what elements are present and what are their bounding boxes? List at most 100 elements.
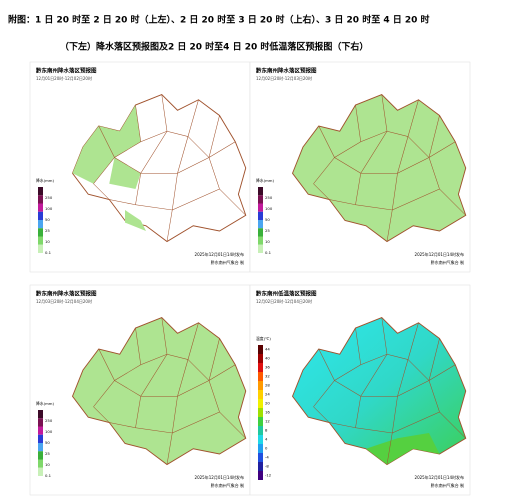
legend-swatch — [258, 408, 263, 417]
legend-swatch — [258, 363, 263, 372]
legend-swatch — [38, 236, 43, 245]
county-border — [166, 432, 173, 465]
legend-swatch — [38, 228, 43, 237]
issuer: 黔东南州气象台 制 — [211, 259, 244, 265]
issue-time: 2025年12月01日14时发布 — [415, 474, 464, 480]
county-border — [334, 104, 362, 158]
legend-swatch — [38, 195, 43, 204]
county-border — [428, 364, 466, 439]
legend-label: 0.1 — [265, 250, 272, 255]
legend-label: 10 — [45, 462, 50, 467]
legend-swatch — [38, 459, 43, 468]
legend-swatch — [38, 203, 43, 212]
legend-label: 10 — [45, 239, 50, 244]
legend-label: -12 — [265, 473, 272, 478]
rain-area — [98, 105, 141, 158]
panel-title: 黔东南州降水落区预报图 — [36, 290, 97, 298]
county-border — [313, 406, 330, 423]
legend-swatch — [258, 372, 263, 381]
legend-label: 36 — [265, 365, 270, 370]
legend-swatch — [258, 187, 263, 196]
rain-area — [125, 210, 146, 231]
legend-swatch — [258, 236, 263, 245]
county-border — [334, 327, 362, 381]
legend-swatch — [258, 228, 263, 237]
legend-label: -8 — [265, 464, 269, 469]
panel-title: 黔东南州降水落区预报图 — [256, 67, 317, 75]
panel-title: 黔东南州低温落区预报图 — [256, 290, 317, 298]
county-border — [177, 380, 210, 397]
caption-line: （下左）降水落区预报图及2 日 20 时至4 日 20 时低温落区预报图（下右） — [60, 41, 368, 53]
legend-label: 250 — [265, 195, 273, 200]
county-border — [177, 157, 210, 174]
legend-title: 温度(℃) — [256, 336, 271, 341]
panel-period: 12月02日20时-12月03日20时 — [256, 75, 312, 81]
legend-label: 10 — [265, 239, 270, 244]
panel-period: 12月03日20时-12月04日20时 — [36, 298, 92, 304]
panel-period: 12月01日20时-12月02日20时 — [36, 75, 92, 81]
legend-swatch — [38, 410, 43, 419]
county-border — [93, 183, 110, 200]
legend-swatch — [38, 211, 43, 220]
legend-swatch — [38, 187, 43, 196]
county-border — [392, 411, 440, 434]
county-border — [386, 209, 393, 242]
legend-swatch — [258, 399, 263, 408]
legend-swatch — [38, 426, 43, 435]
legend-title: 降水(mm) — [256, 178, 274, 183]
legend-title: 降水(mm) — [36, 178, 54, 183]
county-border — [386, 432, 393, 465]
legend-label: 24 — [265, 392, 270, 397]
map — [291, 93, 467, 243]
legend-label: 50 — [45, 217, 50, 222]
legend-label: 8 — [265, 428, 268, 433]
legend-label: 100 — [265, 206, 273, 211]
county-border — [172, 188, 220, 211]
county-border — [93, 406, 110, 423]
county-border — [428, 141, 466, 216]
legend-title: 降水(mm) — [36, 401, 54, 406]
legend-label: 250 — [45, 418, 53, 423]
county-border — [208, 141, 246, 216]
county-area — [291, 93, 467, 243]
legend-label: 4 — [265, 437, 268, 442]
legend-swatch — [258, 426, 263, 435]
county-border — [397, 380, 430, 397]
issuer: 黔东南州气象台 制 — [431, 482, 464, 488]
legend-swatch — [258, 462, 263, 471]
legend-swatch — [258, 390, 263, 399]
rain-area — [72, 126, 115, 184]
county-border — [172, 411, 220, 434]
legend-swatch — [258, 211, 263, 220]
legend-label: 25 — [45, 451, 50, 456]
legend-label: 32 — [265, 374, 270, 379]
issuer: 黔东南州气象台 制 — [211, 482, 244, 488]
legend-label: 40 — [265, 356, 270, 361]
legend-swatch — [38, 434, 43, 443]
legend-swatch — [258, 417, 263, 426]
legend-label: 16 — [265, 410, 270, 415]
legend-label: -4 — [265, 455, 269, 460]
county-border — [313, 183, 330, 200]
legend-label: 100 — [45, 206, 53, 211]
legend-swatch — [38, 244, 43, 253]
legend-label: 25 — [45, 228, 50, 233]
legend-label: 50 — [45, 440, 50, 445]
map — [71, 316, 247, 466]
county-border — [166, 209, 173, 242]
caption-line: 附图：1 日 20 时至 2 日 20 时（上左）、2 日 20 时至 3 日 … — [8, 14, 430, 26]
legend-swatch — [258, 244, 263, 253]
county-border — [397, 157, 430, 174]
legend-swatch — [258, 220, 263, 229]
legend-label: 100 — [45, 429, 53, 434]
legend-swatch — [38, 451, 43, 460]
legend-swatch — [258, 444, 263, 453]
legend-label: 12 — [265, 419, 270, 424]
legend-label: 25 — [265, 228, 270, 233]
legend-label: 50 — [265, 217, 270, 222]
legend-label: 0 — [265, 446, 268, 451]
